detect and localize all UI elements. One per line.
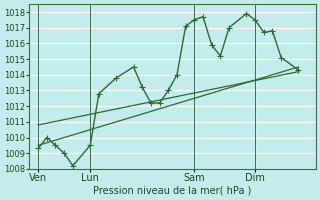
X-axis label: Pression niveau de la mer( hPa ): Pression niveau de la mer( hPa ) <box>93 186 252 196</box>
